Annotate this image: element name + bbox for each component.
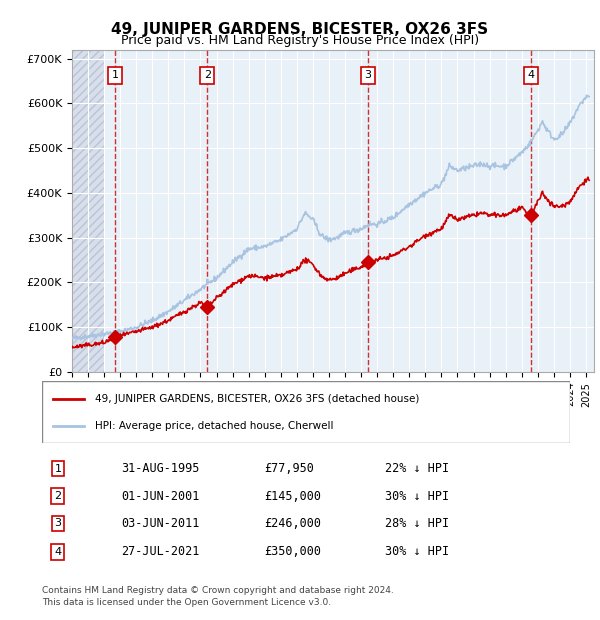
Text: 3: 3 (364, 71, 371, 81)
Text: 1: 1 (112, 71, 118, 81)
Text: Price paid vs. HM Land Registry's House Price Index (HPI): Price paid vs. HM Land Registry's House … (121, 34, 479, 47)
Text: 4: 4 (527, 71, 535, 81)
Text: 03-JUN-2011: 03-JUN-2011 (121, 517, 200, 529)
Bar (72, 50, 104, 372)
Text: £145,000: £145,000 (264, 490, 321, 502)
Text: 3: 3 (55, 518, 61, 528)
Text: £77,950: £77,950 (264, 463, 314, 475)
Text: £350,000: £350,000 (264, 546, 321, 558)
Text: HPI: Average price, detached house, Cherwell: HPI: Average price, detached house, Cher… (95, 421, 334, 431)
Text: Contains HM Land Registry data © Crown copyright and database right 2024.: Contains HM Land Registry data © Crown c… (42, 586, 394, 595)
Text: 49, JUNIPER GARDENS, BICESTER, OX26 3FS (detached house): 49, JUNIPER GARDENS, BICESTER, OX26 3FS … (95, 394, 419, 404)
Text: 1: 1 (55, 464, 61, 474)
Text: 2: 2 (54, 491, 61, 501)
Text: 2: 2 (203, 71, 211, 81)
Text: 30% ↓ HPI: 30% ↓ HPI (385, 490, 449, 502)
Text: 30% ↓ HPI: 30% ↓ HPI (385, 546, 449, 558)
Text: 49, JUNIPER GARDENS, BICESTER, OX26 3FS: 49, JUNIPER GARDENS, BICESTER, OX26 3FS (112, 22, 488, 37)
Text: £246,000: £246,000 (264, 517, 321, 529)
Text: 01-JUN-2001: 01-JUN-2001 (121, 490, 200, 502)
Text: 31-AUG-1995: 31-AUG-1995 (121, 463, 200, 475)
Text: This data is licensed under the Open Government Licence v3.0.: This data is licensed under the Open Gov… (42, 598, 331, 608)
Text: 27-JUL-2021: 27-JUL-2021 (121, 546, 200, 558)
FancyBboxPatch shape (42, 381, 570, 443)
Text: 4: 4 (54, 547, 61, 557)
Text: 22% ↓ HPI: 22% ↓ HPI (385, 463, 449, 475)
Text: 28% ↓ HPI: 28% ↓ HPI (385, 517, 449, 529)
